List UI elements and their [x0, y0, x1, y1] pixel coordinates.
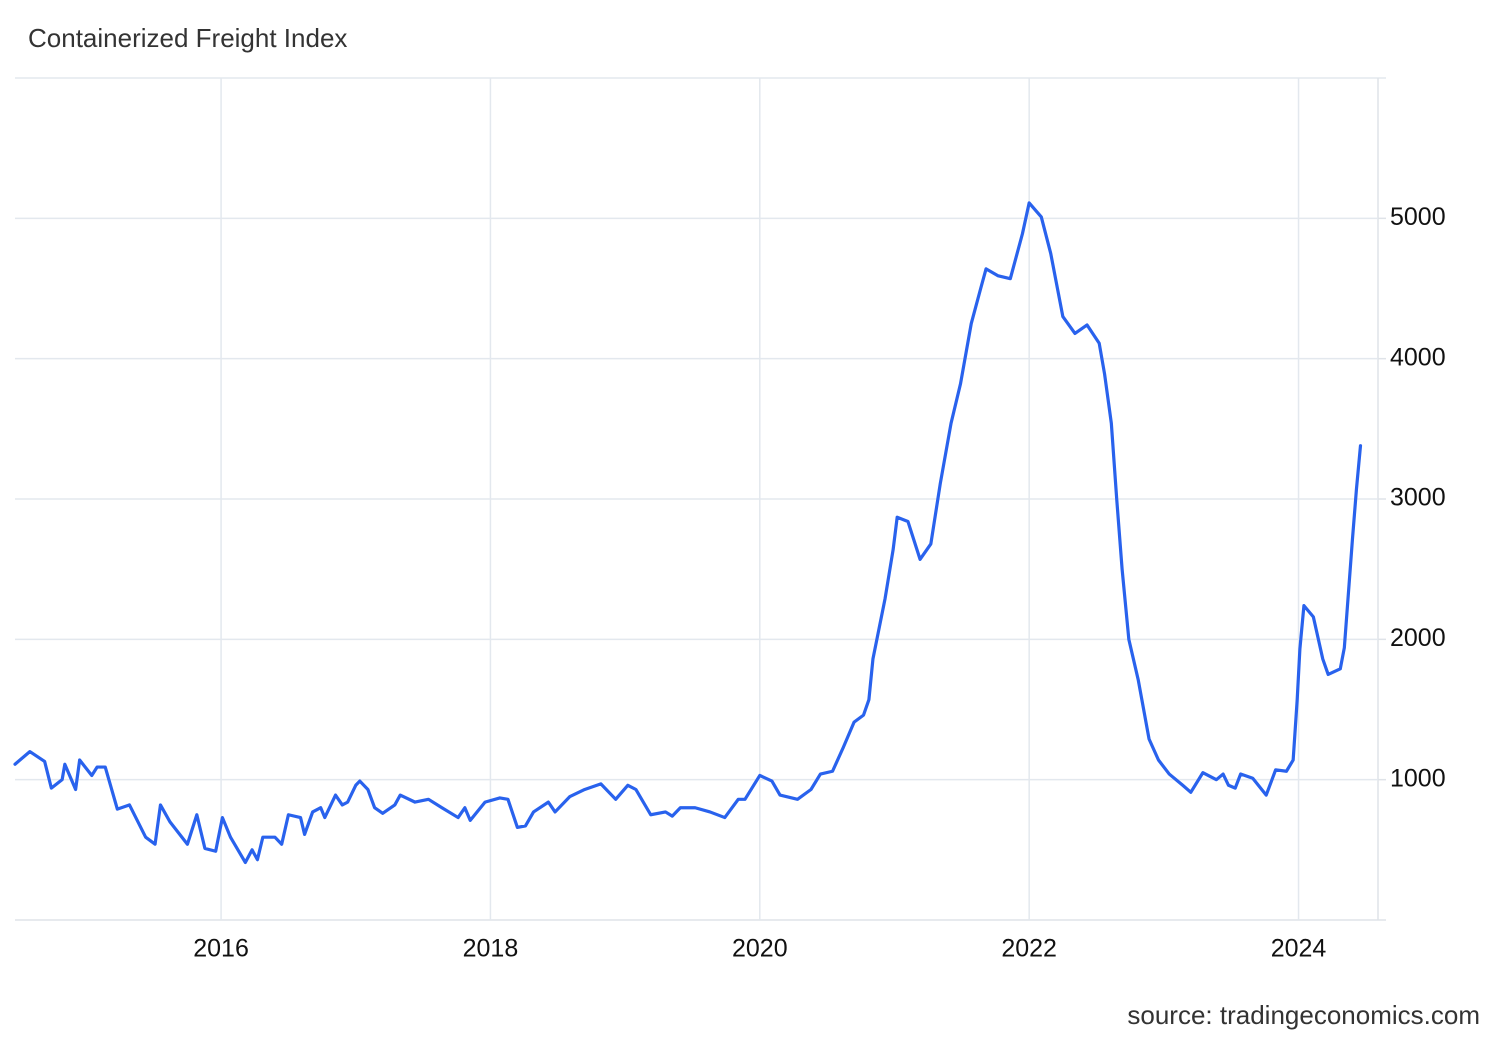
- grid: [15, 78, 1378, 920]
- y-tick-label: 3000: [1390, 484, 1446, 512]
- x-tick-label: 2020: [732, 935, 788, 963]
- source-note: source: tradingeconomics.com: [1127, 1000, 1480, 1030]
- y-tick-label: 5000: [1390, 203, 1446, 231]
- x-tick-label: 2018: [463, 935, 519, 963]
- chart-title: Containerized Freight Index: [28, 23, 347, 53]
- x-tick-label: 2016: [193, 935, 249, 963]
- y-tick-label: 1000: [1390, 764, 1446, 792]
- x-tick-label: 2024: [1271, 935, 1327, 963]
- y-tick-label: 2000: [1390, 624, 1446, 652]
- data-line: [13, 201, 1363, 865]
- x-tick-label: 2022: [1001, 935, 1057, 963]
- y-tick-label: 4000: [1390, 343, 1446, 371]
